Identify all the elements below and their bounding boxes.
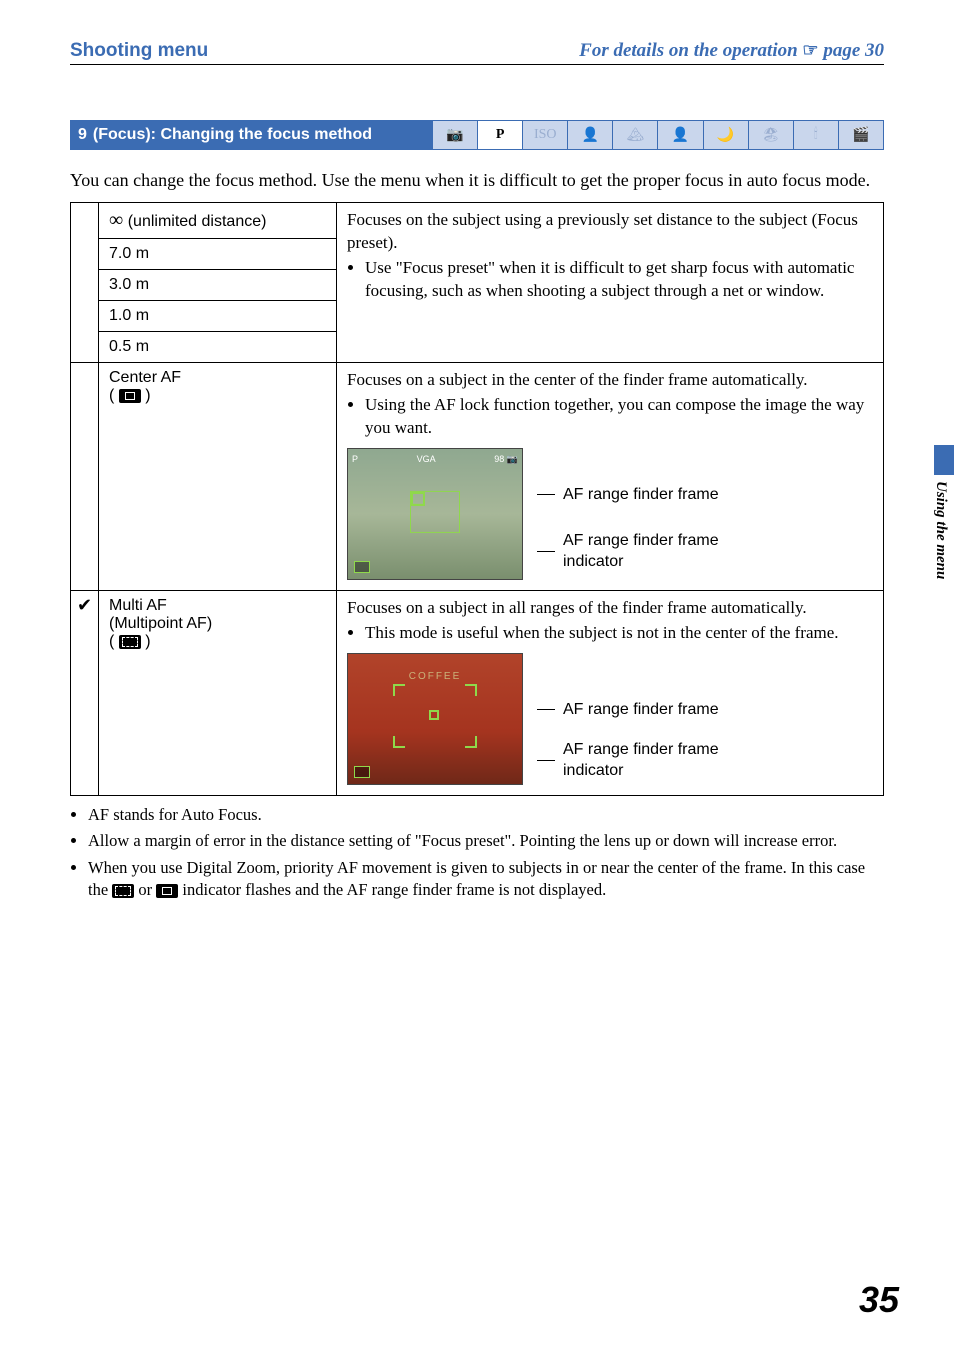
center-callouts: AF range finder frame AF range finder fr…: [537, 448, 719, 573]
page-header: Shooting menu For details on the operati…: [70, 40, 884, 65]
multi-preview: COFFEE AF range finder frame: [347, 653, 873, 785]
callout-ind-l2: indicator: [563, 551, 719, 573]
hand-icon: ☞: [802, 40, 818, 61]
page-number: 35: [859, 1279, 899, 1321]
multi-desc-2: This mode is useful when the subject is …: [365, 622, 873, 645]
footnote-3c: indicator flashes and the AF range finde…: [182, 880, 606, 899]
label-05m: 0.5 m: [99, 332, 337, 363]
multi-af-icon: [119, 635, 141, 649]
footnotes: AF stands for Auto Focus. Allow a margin…: [70, 804, 884, 901]
page-ref-suffix: page 30: [823, 40, 884, 61]
center-preview-image: P VGA 98 📷: [347, 448, 523, 580]
multi-af-indicator-icon: [354, 766, 370, 778]
callout-frame: AF range finder frame: [537, 484, 719, 506]
table-row: Center AF ( ) Focuses on a subject in th…: [71, 363, 884, 591]
multi-af-text-1: Multi AF: [109, 597, 326, 615]
multi-af-small-icon: [112, 884, 134, 898]
coffee-sign: COFFEE: [409, 670, 462, 684]
page-ref-prefix: For details on the operation: [579, 40, 802, 61]
preview-count-icon: 98 📷: [494, 453, 518, 465]
footnote-3: When you use Digital Zoom, priority AF m…: [88, 857, 884, 902]
af-frame-icon: [410, 491, 460, 533]
af-indicator-icon: [354, 561, 370, 573]
table-row: ✔ Multi AF (Multipoint AF) ( ) Focuses o…: [71, 591, 884, 796]
center-af-text: Center AF: [109, 369, 326, 387]
center-preview: P VGA 98 📷 AF range finder frame AF rang…: [347, 448, 873, 580]
label-infinity: ∞ (unlimited distance): [99, 203, 337, 239]
check-cell: [71, 270, 99, 301]
multi-af-icon-wrap: ( ): [109, 633, 326, 651]
callout-ind-l2: indicator: [563, 760, 719, 782]
callout-frame: AF range finder frame: [537, 699, 719, 721]
center-af-icon: [119, 389, 141, 403]
center-desc-1: Focuses on a subject in the center of th…: [347, 369, 873, 392]
check-cell: [71, 363, 99, 591]
check-cell: [71, 239, 99, 270]
check-cell: [71, 332, 99, 363]
intro-text: You can change the focus method. Use the…: [70, 168, 884, 192]
mode-auto-icon: 📷: [433, 121, 477, 149]
callout-ind-l1: AF range finder frame: [563, 530, 719, 552]
page-reference: For details on the operation ☞ page 30: [579, 40, 884, 62]
center-af-icon-wrap: ( ): [109, 387, 326, 405]
mode-moon-icon: 🌙: [703, 121, 748, 149]
focus-table: ∞ (unlimited distance) Focuses on the su…: [70, 202, 884, 796]
focus-icon: 9: [78, 126, 87, 144]
center-af-small-icon: [156, 884, 178, 898]
callout-indicator: AF range finder frame indicator: [537, 530, 719, 573]
callout-ind-l1: AF range finder frame: [563, 739, 719, 761]
footnote-3b: or: [138, 880, 156, 899]
footnote-2: Allow a margin of error in the distance …: [88, 830, 884, 852]
section-title: 9 (Focus): Changing the focus method: [70, 120, 432, 150]
center-desc-2: Using the AF lock function together, you…: [365, 394, 873, 440]
checkmark-icon: ✔: [77, 595, 92, 615]
check-cell: [71, 203, 99, 239]
preview-size-icon: VGA: [417, 453, 436, 465]
mode-candle-icon: 🕯: [793, 121, 838, 149]
infinity-text: (unlimited distance): [128, 213, 267, 230]
callout-indicator: AF range finder frame indicator: [537, 739, 719, 782]
side-tab: Using the menu: [926, 445, 954, 595]
label-1m: 1.0 m: [99, 301, 337, 332]
label-center-af: Center AF ( ): [99, 363, 337, 591]
multi-af-frame-icon: [395, 686, 475, 746]
label-3m: 3.0 m: [99, 270, 337, 301]
label-multi-af: Multi AF (Multipoint AF) ( ): [99, 591, 337, 796]
table-row: ∞ (unlimited distance) Focuses on the su…: [71, 203, 884, 239]
mode-p-icon: P: [477, 121, 522, 149]
footnote-1: AF stands for Auto Focus.: [88, 804, 884, 826]
multi-af-text-2: (Multipoint AF): [109, 615, 326, 633]
label-7m: 7.0 m: [99, 239, 337, 270]
mode-landscape-icon: 🏔: [612, 121, 657, 149]
multi-callouts: AF range finder frame AF range finder fr…: [537, 653, 719, 782]
multi-desc-1: Focuses on a subject in all ranges of th…: [347, 597, 873, 620]
section-title-text: (Focus): Changing the focus method: [93, 126, 372, 144]
desc-preset: Focuses on the subject using a previousl…: [337, 203, 884, 363]
side-tab-marker: [934, 445, 954, 475]
preset-desc-1: Focuses on the subject using a previousl…: [347, 209, 873, 255]
desc-multi: Focuses on a subject in all ranges of th…: [337, 591, 884, 796]
mode-softsnap-icon: 👤: [657, 121, 702, 149]
mode-beach-icon: 🏖: [748, 121, 793, 149]
desc-center: Focuses on a subject in the center of th…: [337, 363, 884, 591]
preview-mode-icon: P: [352, 453, 358, 465]
section-bar: 9 (Focus): Changing the focus method 📷 P…: [70, 120, 884, 150]
multi-preview-image: COFFEE: [347, 653, 523, 785]
check-cell: [71, 301, 99, 332]
infinity-icon: ∞: [109, 209, 123, 231]
mode-strip: 📷 P ISO 👤 🏔 👤 🌙 🏖 🕯 🎬: [432, 120, 884, 150]
breadcrumb-section: Shooting menu: [70, 40, 208, 62]
side-tab-text: Using the menu: [932, 481, 949, 579]
preview-topbar: P VGA 98 📷: [352, 453, 518, 465]
check-cell-default: ✔: [71, 591, 99, 796]
mode-portrait-icon: 👤: [567, 121, 612, 149]
mode-iso-icon: ISO: [522, 121, 567, 149]
preset-desc-2: Use "Focus preset" when it is difficult …: [365, 257, 873, 303]
mode-movie-icon: 🎬: [838, 121, 883, 149]
